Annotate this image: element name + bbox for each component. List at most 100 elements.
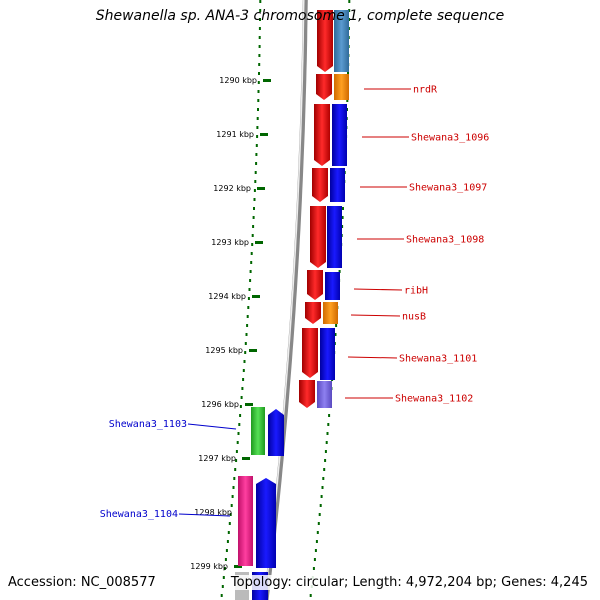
ruler-dot-right bbox=[322, 477, 325, 480]
map-title: Shewanella sp. ANA-3 chromosome 1, compl… bbox=[95, 8, 505, 24]
ruler-dot-right bbox=[309, 594, 312, 597]
ruler-dot-right bbox=[313, 558, 316, 561]
ruler-dot-left bbox=[257, 108, 259, 111]
ruler-dot-left bbox=[232, 486, 235, 489]
tick-label: 1299 kbp bbox=[190, 562, 228, 571]
ruler-dot-left bbox=[255, 144, 258, 147]
ruler-dot-left bbox=[256, 126, 259, 129]
major-tick bbox=[249, 349, 257, 352]
ruler-dot-right bbox=[315, 540, 318, 543]
gene-label[interactable]: nrdR bbox=[413, 85, 438, 96]
ruler-dot-right bbox=[335, 324, 338, 327]
ruler-dot-left bbox=[233, 477, 236, 480]
forward-cds-arrow[interactable] bbox=[307, 270, 323, 300]
reverse-cds-arrow[interactable] bbox=[256, 478, 276, 568]
cds-block-blue[interactable] bbox=[320, 328, 335, 380]
tick-label: 1295 kbp bbox=[205, 346, 243, 355]
ruler-dot-left bbox=[237, 432, 240, 435]
major-tick bbox=[263, 79, 271, 82]
ruler-dot-right bbox=[347, 72, 349, 75]
gene-label[interactable]: nusB bbox=[402, 312, 426, 323]
ruler-dot-left bbox=[258, 36, 261, 39]
ruler-dot-left bbox=[235, 450, 238, 453]
gene-label[interactable]: Shewana3_1102 bbox=[395, 394, 473, 405]
forward-cds-arrow[interactable] bbox=[299, 380, 315, 408]
ruler-dot-left bbox=[223, 567, 226, 570]
feature-tracks bbox=[235, 10, 349, 600]
forward-cds-arrow[interactable] bbox=[312, 168, 328, 202]
ruler-dot-left bbox=[224, 558, 227, 561]
major-tick bbox=[255, 241, 263, 244]
ruler-dot-left bbox=[259, 9, 262, 12]
tick-label: 1293 kbp bbox=[211, 238, 249, 247]
ruler-dot-left bbox=[229, 513, 232, 516]
cds-block-purple[interactable] bbox=[317, 381, 332, 408]
ruler-dot-left bbox=[243, 360, 246, 363]
ruler-dot-left bbox=[257, 99, 260, 102]
forward-cds-arrow[interactable] bbox=[314, 104, 330, 166]
ruler-dot-left bbox=[236, 441, 239, 444]
ruler-dot-left bbox=[258, 45, 261, 48]
reverse-cds-arrow[interactable] bbox=[268, 409, 284, 456]
cds-block-pink[interactable] bbox=[238, 476, 253, 566]
ruler-dot-left bbox=[249, 279, 252, 282]
feature-labels: nrdR Shewana3_1096 Shewana3_1097 Shewana3_1… bbox=[100, 85, 490, 521]
cds-block-orange[interactable] bbox=[334, 74, 349, 100]
topology-summary: Topology: circular; Length: 4,972,204 bp… bbox=[228, 575, 590, 590]
ruler-dot-left bbox=[257, 81, 260, 84]
ruler-dot-left bbox=[246, 324, 249, 327]
gene-label[interactable]: Shewana3_1103 bbox=[109, 419, 187, 430]
ruler-dot-left bbox=[251, 234, 254, 237]
tick-label: 1292 kbp bbox=[213, 184, 251, 193]
gene-label[interactable]: Shewana3_1104 bbox=[100, 509, 178, 520]
ruler-dot-left bbox=[255, 153, 258, 156]
ruler-dot-left bbox=[252, 216, 255, 219]
ruler-dot-left bbox=[255, 162, 258, 165]
tick-label: 1294 kbp bbox=[208, 292, 246, 301]
cds-block-blue[interactable] bbox=[332, 104, 347, 166]
leader-line bbox=[178, 513, 231, 517]
gene-label[interactable]: Shewana3_1096 bbox=[411, 133, 489, 144]
backbone-line bbox=[263, 0, 308, 600]
cds-block-blue[interactable] bbox=[327, 206, 342, 268]
forward-cds-arrow[interactable] bbox=[317, 10, 333, 72]
cds-block-green[interactable] bbox=[251, 407, 265, 455]
ruler-dot-left bbox=[250, 252, 253, 255]
ruler-dot-right bbox=[348, 9, 351, 12]
cds-block-blue[interactable] bbox=[325, 272, 340, 300]
tick-label: 1290 kbp bbox=[219, 76, 257, 85]
ruler-dot-left bbox=[253, 207, 255, 210]
forward-cds-arrow[interactable] bbox=[302, 328, 318, 378]
ruler-dot-right bbox=[323, 468, 326, 471]
ruler-dot-left bbox=[252, 225, 255, 228]
ruler-dot-right bbox=[338, 270, 341, 273]
cds-block-orange[interactable] bbox=[323, 302, 338, 324]
gene-label[interactable]: Shewana3_1097 bbox=[409, 183, 487, 194]
ruler-dot-left bbox=[227, 531, 230, 534]
forward-cds-arrow[interactable] bbox=[316, 74, 332, 100]
ruler-dot-right bbox=[348, 0, 351, 3]
gene-label[interactable]: ribH bbox=[404, 286, 428, 297]
major-tick bbox=[242, 457, 250, 460]
ruler-dot-left bbox=[254, 171, 257, 174]
gene-label[interactable]: Shewana3_1098 bbox=[406, 235, 484, 246]
forward-cds-arrow[interactable] bbox=[305, 302, 321, 324]
forward-cds-arrow[interactable] bbox=[310, 206, 326, 268]
gene-label[interactable]: Shewana3_1101 bbox=[399, 354, 477, 365]
tick-label: 1297 kbp bbox=[198, 454, 236, 463]
ruler-dot-right bbox=[325, 441, 328, 444]
ruler-dot-left bbox=[242, 378, 245, 381]
cds-block-steel[interactable] bbox=[334, 10, 349, 72]
major-tick bbox=[260, 133, 268, 136]
ruler-dot-left bbox=[245, 333, 248, 336]
tick-label: 1291 kbp bbox=[216, 130, 254, 139]
ruler-dot-right bbox=[327, 423, 330, 426]
ruler-dot-left bbox=[248, 288, 251, 291]
cds-block-blue[interactable] bbox=[330, 168, 345, 202]
ruler-dot-left bbox=[239, 405, 242, 408]
ruler-dot-left bbox=[247, 297, 250, 300]
ruler-dot-left bbox=[256, 135, 259, 138]
ruler-dot-left bbox=[221, 585, 224, 588]
ruler-dot-left bbox=[258, 63, 261, 66]
